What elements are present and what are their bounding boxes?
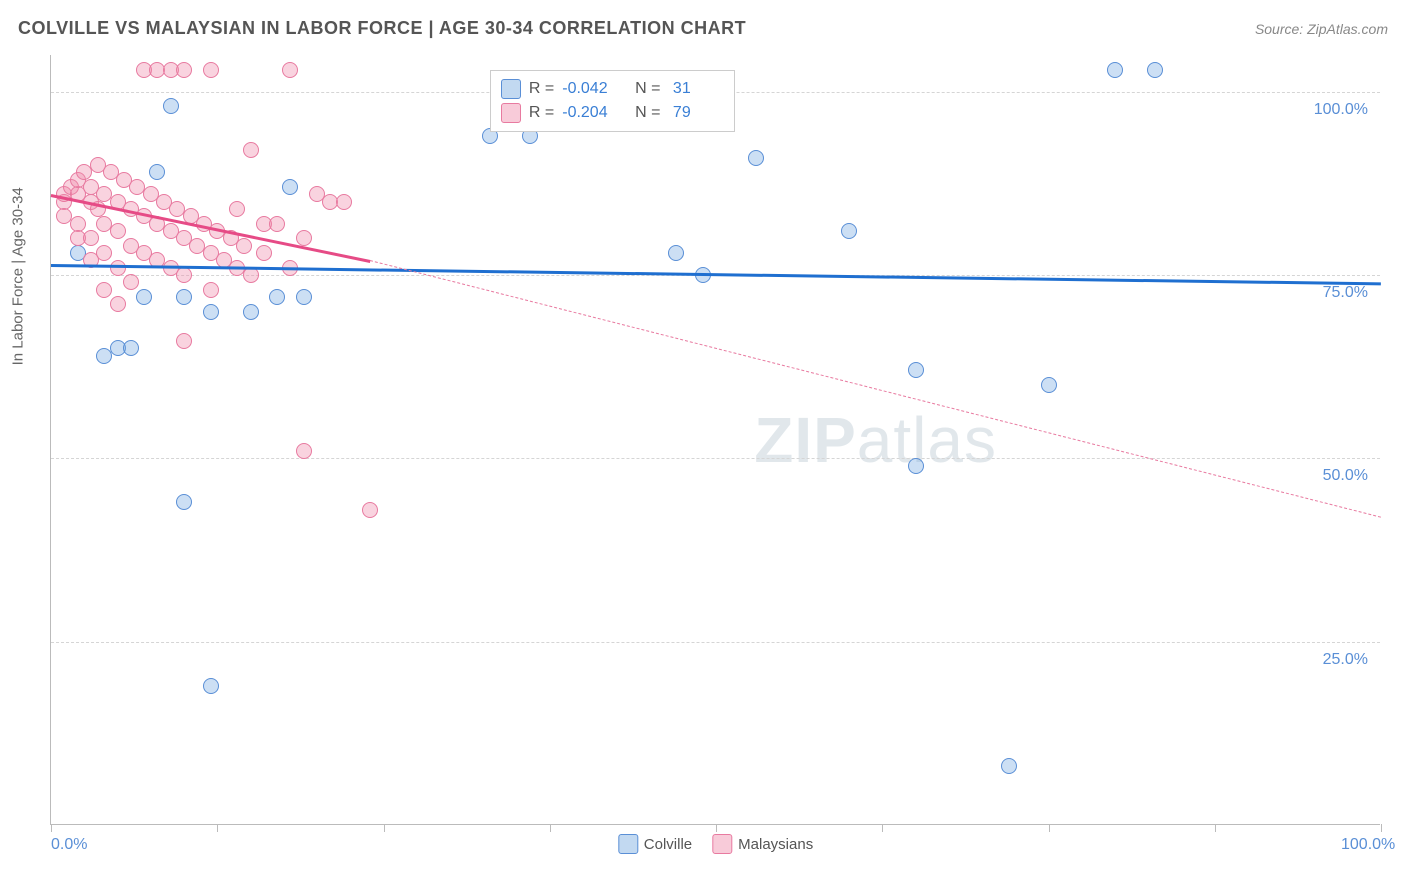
data-point [203, 62, 219, 78]
watermark-zip: ZIP [754, 404, 857, 476]
legend-item: Malaysians [712, 834, 813, 854]
data-point [176, 267, 192, 283]
watermark: ZIPatlas [754, 403, 997, 477]
legend-swatch [712, 834, 732, 854]
grid-line [51, 642, 1380, 643]
x-tick-label: 0.0% [51, 836, 87, 854]
data-point [243, 267, 259, 283]
data-point [243, 304, 259, 320]
data-point [176, 62, 192, 78]
data-point [203, 678, 219, 694]
data-point [83, 230, 99, 246]
data-point [1147, 62, 1163, 78]
data-point [748, 150, 764, 166]
y-tick-label: 75.0% [1323, 284, 1368, 302]
stat-r-value: -0.042 [562, 77, 618, 101]
stat-r-label: R = [529, 101, 554, 125]
data-point [203, 304, 219, 320]
data-point [269, 216, 285, 232]
y-tick-label: 100.0% [1314, 101, 1368, 119]
data-point [110, 223, 126, 239]
data-point [296, 230, 312, 246]
data-point [269, 289, 285, 305]
source-label: Source: ZipAtlas.com [1255, 21, 1388, 37]
x-tick [217, 824, 218, 832]
legend-label: Colville [644, 836, 692, 853]
data-point [908, 362, 924, 378]
stats-row: R = -0.042 N = 31 [501, 77, 725, 101]
data-point [123, 274, 139, 290]
stat-n-value: 79 [668, 101, 724, 125]
data-point [110, 260, 126, 276]
legend-swatch [618, 834, 638, 854]
legend-label: Malaysians [738, 836, 813, 853]
x-tick [716, 824, 717, 832]
stat-n-value: 31 [668, 77, 724, 101]
data-point [96, 245, 112, 261]
chart-title: COLVILLE VS MALAYSIAN IN LABOR FORCE | A… [18, 18, 746, 39]
x-tick [1215, 824, 1216, 832]
stat-n-label: N = [626, 101, 660, 125]
data-point [296, 289, 312, 305]
stat-n-label: N = [626, 77, 660, 101]
data-point [841, 223, 857, 239]
data-point [229, 201, 245, 217]
chart-plot-area: ZIPatlas 25.0%50.0%75.0%100.0%0.0%100.0%… [50, 55, 1380, 825]
data-point [110, 296, 126, 312]
x-tick [1049, 824, 1050, 832]
data-point [163, 98, 179, 114]
grid-line [51, 458, 1380, 459]
data-point [256, 245, 272, 261]
stats-legend: R = -0.042 N = 31R = -0.204 N = 79 [490, 70, 736, 132]
trend-line [370, 260, 1381, 518]
data-point [123, 340, 139, 356]
data-point [243, 142, 259, 158]
data-point [70, 216, 86, 232]
x-tick [1381, 824, 1382, 832]
data-point [176, 494, 192, 510]
data-point [136, 289, 152, 305]
data-point [282, 179, 298, 195]
data-point [149, 164, 165, 180]
data-point [1107, 62, 1123, 78]
stat-r-value: -0.204 [562, 101, 618, 125]
data-point [908, 458, 924, 474]
x-tick [51, 824, 52, 832]
x-tick [882, 824, 883, 832]
data-point [282, 62, 298, 78]
x-tick [384, 824, 385, 832]
stat-r-label: R = [529, 77, 554, 101]
stats-row: R = -0.204 N = 79 [501, 101, 725, 125]
data-point [668, 245, 684, 261]
y-axis-title: In Labor Force | Age 30-34 [10, 187, 27, 365]
data-point [1041, 377, 1057, 393]
legend-swatch [501, 103, 521, 123]
legend-item: Colville [618, 834, 692, 854]
data-point [296, 443, 312, 459]
data-point [362, 502, 378, 518]
data-point [176, 333, 192, 349]
x-tick [550, 824, 551, 832]
data-point [236, 238, 252, 254]
y-tick-label: 25.0% [1323, 651, 1368, 669]
legend-swatch [501, 79, 521, 99]
data-point [203, 282, 219, 298]
data-point [96, 282, 112, 298]
data-point [176, 289, 192, 305]
data-point [336, 194, 352, 210]
legend-bottom: Colville Malaysians [618, 834, 813, 854]
y-tick-label: 50.0% [1323, 467, 1368, 485]
x-tick-label: 100.0% [1341, 836, 1395, 854]
data-point [1001, 758, 1017, 774]
